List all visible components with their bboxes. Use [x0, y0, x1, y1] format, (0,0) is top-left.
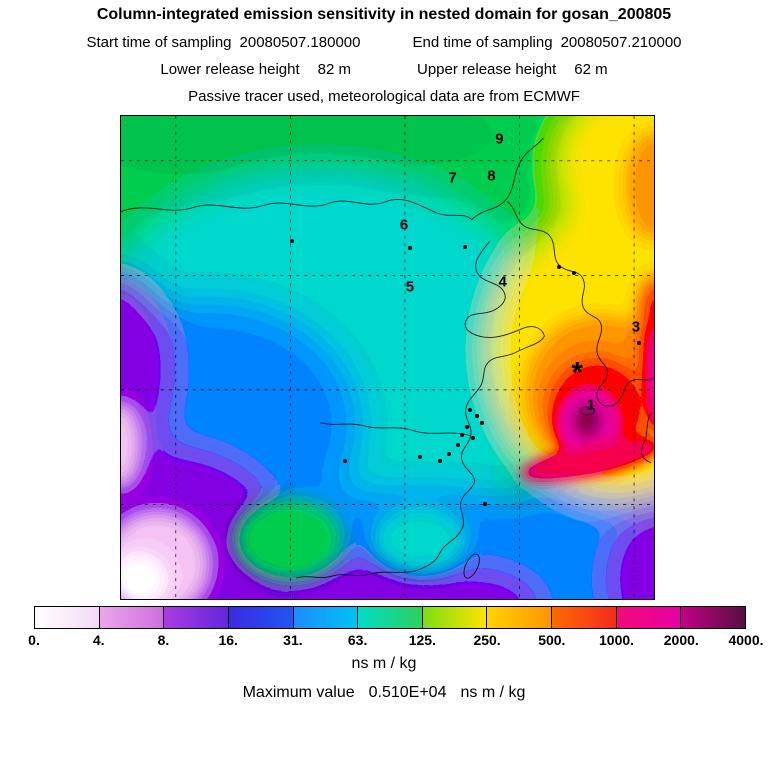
colorbar-tick: 0.	[28, 632, 40, 648]
maximum-value-number: 0.510E+04	[368, 684, 447, 701]
city-dot	[437, 459, 442, 464]
colorbar-segment	[292, 607, 358, 628]
colorbar-segment	[421, 607, 487, 628]
colorbar-tick: 2000.	[663, 632, 699, 648]
end-time: End time of sampling 20080507.210000	[412, 34, 681, 51]
coastlines	[121, 137, 654, 579]
start-time: Start time of sampling 20080507.180000	[86, 34, 360, 51]
city-dot	[637, 341, 642, 345]
city-dot	[290, 238, 295, 243]
colorbar-units: ns m / kg	[351, 655, 417, 672]
trajectory-label-8: 8	[487, 167, 496, 185]
city-dot	[470, 435, 475, 440]
colorbar-segment	[98, 607, 164, 628]
maximum-value-label: Maximum value	[242, 684, 355, 701]
city-dot	[474, 413, 479, 418]
trajectory-label-1: 1	[586, 396, 596, 414]
city-dot	[572, 271, 577, 276]
upper-release-value: 62 m	[574, 61, 608, 78]
colorbar-segment	[486, 607, 552, 628]
colorbar-tick: 16.	[218, 632, 238, 648]
city-dot	[462, 245, 467, 250]
colorbar-tick: 1000.	[599, 632, 635, 648]
colorbar-tick: 4000.	[728, 632, 764, 648]
upper-release: Upper release height 62 m	[417, 61, 608, 78]
colorbar-tick: 4.	[92, 632, 105, 648]
colorbar-tick: 250.	[473, 632, 501, 648]
start-time-label: Start time of sampling	[86, 34, 232, 51]
maximum-value-units: ns m / kg	[460, 684, 526, 701]
trajectory-label-7: 7	[448, 169, 457, 187]
colorbar-segment	[357, 607, 422, 628]
city-dot	[455, 443, 460, 448]
maximum-value-line: Maximum value 0.510E+04 ns m / kg	[0, 684, 768, 702]
sensitivity-field	[121, 116, 654, 599]
city-dot	[418, 454, 422, 459]
city-dot	[557, 265, 562, 270]
trajectory-label-4: 4	[498, 273, 507, 291]
sampling-times-row: Start time of sampling 20080507.180000 E…	[0, 34, 768, 51]
lower-release-label: Lower release height	[160, 61, 300, 78]
colorbar-segment	[35, 607, 99, 628]
city-dot	[482, 502, 487, 507]
trajectory-label-3: 3	[631, 318, 641, 336]
end-time-label: End time of sampling	[412, 34, 553, 51]
tracer-note: Passive tracer used, meteorological data…	[188, 88, 580, 105]
end-time-value: 20080507.210000	[560, 34, 682, 51]
map-overlay: 9 8 7 6 5 4 3 1 *	[121, 116, 654, 599]
colorbar-tick: 125.	[408, 632, 436, 648]
city-dot	[407, 246, 412, 251]
city-dot	[446, 451, 451, 456]
lower-release: Lower release height 82 m	[160, 61, 351, 78]
colorbar-tick: 8.	[157, 632, 170, 648]
colorbar-tick: 63.	[347, 632, 368, 648]
trajectory-label-9: 9	[495, 130, 504, 148]
figure-title: Column-integrated emission sensitivity i…	[96, 6, 672, 23]
trajectory-label-5: 5	[405, 278, 415, 296]
lower-release-value: 82 m	[317, 61, 351, 78]
city-dot	[479, 420, 484, 425]
sensitivity-field-svg	[121, 116, 654, 599]
colorbar-segment	[615, 607, 681, 628]
upper-release-label: Upper release height	[417, 61, 557, 78]
city-dot	[459, 432, 464, 437]
colorbar-segment	[163, 607, 228, 628]
graticule	[121, 116, 654, 599]
colorbar-segment	[680, 607, 746, 628]
colorbar	[34, 606, 746, 629]
receptor-star-gosan: *	[571, 356, 584, 390]
trajectory-label-6: 6	[399, 216, 409, 234]
start-time-value: 20080507.180000	[239, 34, 361, 51]
map-panel: 9 8 7 6 5 4 3 1 *	[120, 115, 655, 600]
colorbar-tick: 500.	[538, 632, 566, 648]
release-heights-row: Lower release height 82 m Upper release …	[0, 61, 768, 78]
colorbar-segment	[227, 607, 293, 628]
colorbar-segment	[551, 607, 616, 628]
city-dot	[343, 459, 348, 464]
city-dot	[467, 407, 472, 412]
colorbar-ticks: 0. 4. 8. 16. 31. 63. 125. 250. 500. 1000. 2000. 400…	[28, 632, 763, 650]
city-dot	[465, 424, 470, 429]
colorbar-tick: 31.	[283, 632, 303, 648]
